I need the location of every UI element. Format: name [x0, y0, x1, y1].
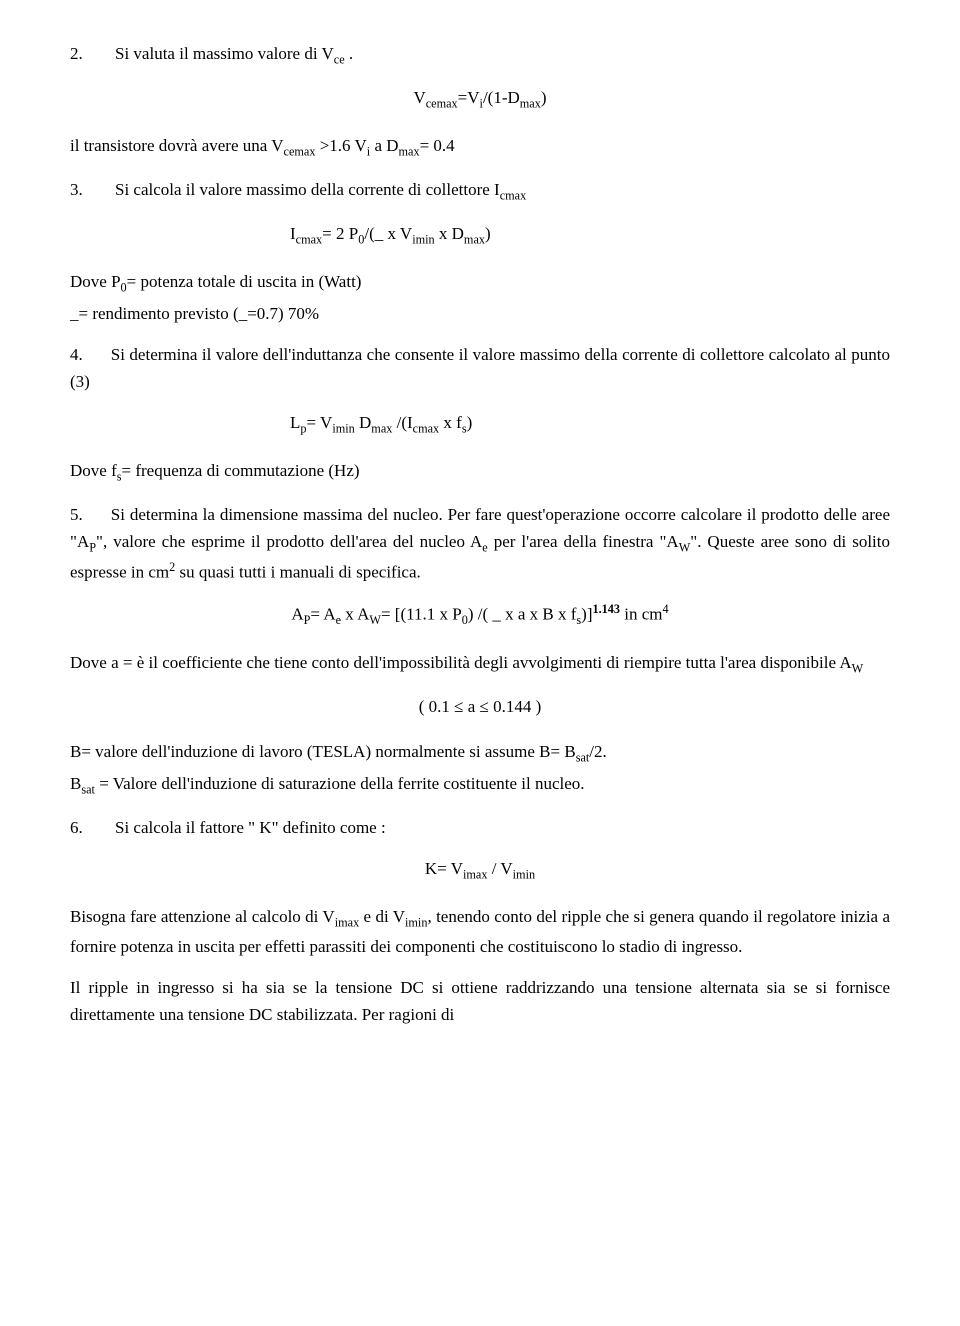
formula-k: K= Vimax / Vimin [70, 855, 890, 885]
b-line1: B= valore dell'induzione di lavoro (TESL… [70, 738, 890, 768]
a-range: ( 0.1 ≤ a ≤ 0.144 ) [70, 693, 890, 720]
dove-p0: Dove P0= potenza totale di uscita in (Wa… [70, 268, 890, 298]
formula-ap: AP= Ae x AW= [(11.1 x P0) /( _ x a x B x… [70, 600, 890, 631]
item6-text: Si calcola il fattore " K" definito come… [115, 818, 386, 837]
item6-number: 6. [70, 818, 83, 837]
item2-number: 2. [70, 44, 83, 63]
dove-fs: Dove fs= frequenza di commutazione (Hz) [70, 457, 890, 487]
item-2: 2. Si valuta il massimo valore di Vce . [70, 40, 890, 70]
item3-number: 3. [70, 180, 83, 199]
item-6: 6. Si calcola il fattore " K" definito c… [70, 814, 890, 841]
formula-lp: Lp= Vimin Dmax /(Icmax x fs) [70, 409, 890, 439]
ripple-note-2: Il ripple in ingresso si ha sia se la te… [70, 974, 890, 1028]
ripple-note-1: Bisogna fare attenzione al calcolo di Vi… [70, 903, 890, 960]
dove-a: Dove a = è il coefficiente che tiene con… [70, 649, 890, 679]
item-5: 5.Si determina la dimensione massima del… [70, 501, 890, 586]
item2-text: Si valuta il massimo valore di Vce . [115, 44, 353, 63]
rendimento: _= rendimento previsto (_=0.7) 70% [70, 300, 890, 327]
transistor-requirement: il transistore dovrà avere una Vcemax >1… [70, 132, 890, 162]
item4-text: Si determina il valore dell'induttanza c… [70, 345, 890, 391]
item4-number: 4. [70, 345, 83, 364]
formula-icmax: Icmax= 2 P0/(_ x Vimin x Dmax) [70, 220, 890, 250]
formula-vcemax: Vcemax=Vi/(1-Dmax) [70, 84, 890, 114]
item5-number: 5. [70, 505, 83, 524]
item-4: 4.Si determina il valore dell'induttanza… [70, 341, 890, 395]
item3-text: Si calcola il valore massimo della corre… [115, 180, 526, 199]
item-3: 3. Si calcola il valore massimo della co… [70, 176, 890, 206]
b-line2: Bsat = Valore dell'induzione di saturazi… [70, 770, 890, 800]
